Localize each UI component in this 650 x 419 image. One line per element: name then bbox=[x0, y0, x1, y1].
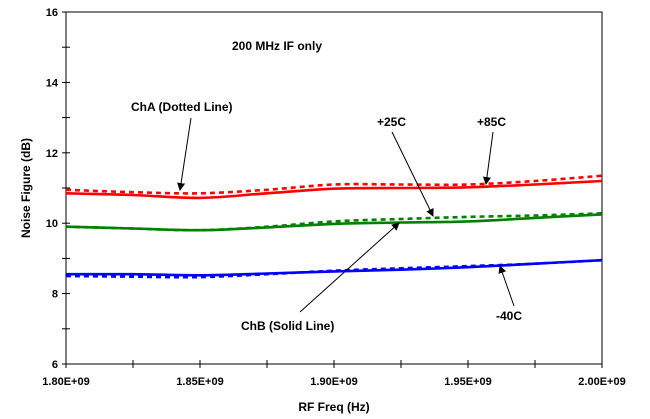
y-tick-label: 6 bbox=[52, 359, 58, 371]
temp-85c-annotation: +85C bbox=[477, 115, 506, 129]
temp-minus40c-annotation: -40C bbox=[496, 309, 522, 323]
chb-label-annotation: ChB (Solid Line) bbox=[241, 319, 334, 333]
series-1-solid-line bbox=[65, 179, 603, 200]
y-tick-label: 10 bbox=[46, 218, 58, 230]
series-lines bbox=[65, 174, 603, 279]
x-tick-label: 2.00E+09 bbox=[578, 376, 625, 388]
series-3-solid-line bbox=[65, 213, 603, 232]
y-axis-ticks: 6 8 10 12 14 16 bbox=[46, 7, 70, 371]
series-5-solid-line bbox=[65, 258, 603, 277]
temp-minus40c-arrow bbox=[498, 265, 515, 307]
y-tick-label: 14 bbox=[46, 77, 59, 89]
temp-85c-arrow bbox=[482, 131, 494, 185]
y-axis-title: Noise Figure (dB) bbox=[19, 138, 33, 238]
x-tick-label: 1.90E+09 bbox=[310, 376, 357, 388]
cha-label-arrow bbox=[177, 117, 192, 191]
temp-25c-annotation: +25C bbox=[377, 115, 406, 129]
cha-label-annotation: ChA (Dotted Line) bbox=[131, 100, 233, 114]
chb-label-arrow bbox=[299, 222, 400, 313]
x-axis-ticks: 1.80E+09 1.85E+09 1.90E+09 1.95E+09 2.00E+09 bbox=[42, 360, 626, 388]
y-tick-label: 12 bbox=[46, 148, 58, 160]
temp-25c-arrow bbox=[391, 131, 434, 217]
x-axis-title: RF Freq (Hz) bbox=[298, 400, 369, 414]
y-tick-label: 16 bbox=[46, 7, 58, 19]
x-tick-label: 1.95E+09 bbox=[444, 376, 491, 388]
if-note-annotation: 200 MHz IF only bbox=[232, 39, 322, 53]
x-tick-label: 1.80E+09 bbox=[42, 376, 89, 388]
x-tick-label: 1.85E+09 bbox=[176, 376, 223, 388]
y-tick-label: 8 bbox=[52, 289, 58, 301]
